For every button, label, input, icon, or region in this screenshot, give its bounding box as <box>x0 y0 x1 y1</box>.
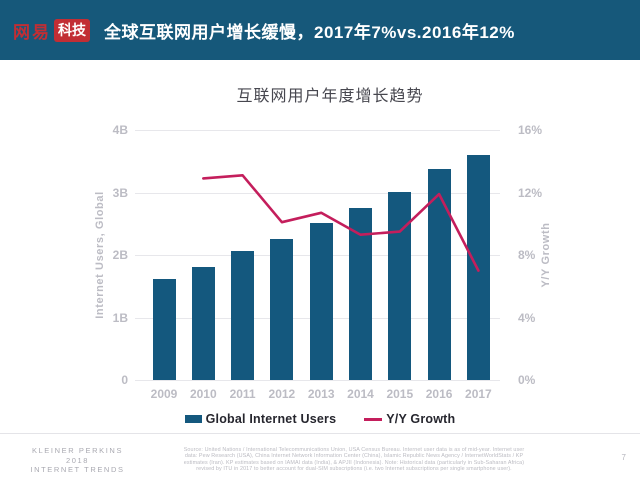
bar-series-swatch <box>184 415 202 423</box>
right-axis-tick: 12% <box>518 185 543 200</box>
x-tick-2009: 2009 <box>150 387 178 401</box>
x-tick-2017: 2017 <box>465 387 492 401</box>
source-line: revised by ITU in 2017 to better account… <box>196 466 512 473</box>
right-axis-tick: 0% <box>518 373 536 387</box>
bar-2016 <box>427 168 451 380</box>
header-bar: 网易 科技 全球互联网用户增长缓慢，2017年7%vs.2016年12% <box>0 0 640 60</box>
tech-badge: 科技 <box>54 18 90 42</box>
right-axis-tick: 4% <box>518 310 536 325</box>
x-tick-2011: 2011 <box>229 387 256 401</box>
chart-title: 互联网用户年度增长趋势 <box>236 88 424 105</box>
source-line: Source: United Nations / International T… <box>183 447 525 453</box>
source-note: Source: United Nations / International T… <box>158 447 550 473</box>
left-axis-tick: 2B <box>112 248 128 262</box>
x-tick-2016: 2016 <box>425 387 453 401</box>
brand-line: INTERNET TRENDS <box>30 465 125 474</box>
bar-2009 <box>152 279 176 380</box>
gridline <box>135 380 500 381</box>
line-series-label: Y/Y Growth <box>386 412 456 426</box>
article-headline: 全球互联网用户增长缓慢，2017年7%vs.2016年12% <box>104 22 515 42</box>
x-tick-2014: 2014 <box>347 387 374 401</box>
x-tick-2012: 2012 <box>268 387 296 401</box>
x-tick-2010: 2010 <box>189 387 217 401</box>
right-axis-tick: 16% <box>518 123 543 137</box>
bar-2015 <box>388 191 412 380</box>
x-tick-2015: 2015 <box>386 387 414 401</box>
netease-logo-text: 网易 <box>13 22 51 42</box>
left-axis-tick: 3B <box>112 185 128 200</box>
bar-series-label: Global Internet Users <box>205 412 337 426</box>
bar-2014 <box>349 208 372 380</box>
gridline <box>135 192 500 194</box>
left-axis-tick: 4B <box>112 123 128 137</box>
right-axis-tick: 8% <box>518 248 536 262</box>
source-line: data: Pew Research (USA), China Internet… <box>184 453 524 460</box>
growth-line-chart <box>202 173 480 272</box>
kleiner-perkins-brand: KLEINER PERKINS 2018 INTERNET TRENDS <box>0 446 155 475</box>
bar-2017 <box>466 155 490 380</box>
line-series-swatch <box>364 417 383 421</box>
chart-legend: Global Internet Users Y/Y Growth <box>0 409 640 429</box>
bar-2011 <box>231 251 255 380</box>
netease-tech-logo: 网易 科技 <box>13 18 90 43</box>
bar-2012 <box>270 238 294 380</box>
slide-footer: KLEINER PERKINS 2018 INTERNET TRENDS Sou… <box>0 433 640 480</box>
left-axis-tick: 0 <box>121 373 128 387</box>
bar-2013 <box>309 222 333 380</box>
source-line: estimates (Iran). KP estimates based on … <box>183 459 525 466</box>
brand-line: KLEINER PERKINS <box>31 446 124 455</box>
x-tick-2013: 2013 <box>307 387 335 401</box>
page-number: 7 <box>621 453 626 462</box>
gridline <box>135 130 500 131</box>
yy-growth-line <box>202 173 480 272</box>
bar-2010 <box>191 266 215 380</box>
brand-line: 2018 <box>65 455 90 465</box>
left-axis-tick: 1B <box>112 310 128 325</box>
